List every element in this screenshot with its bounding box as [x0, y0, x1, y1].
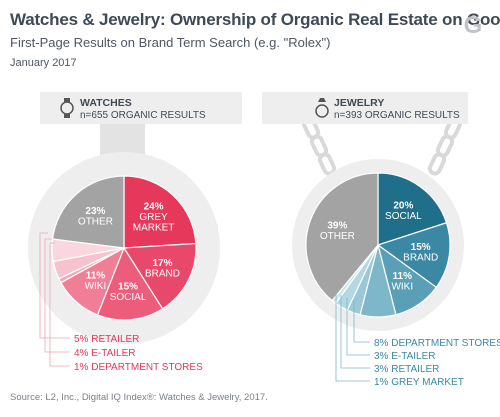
watches-callouts: 5% RETAILER 4% E-TAILER 1% DEPARTMENT ST…	[74, 334, 203, 373]
jewelry-callout-grey-market: 1% GREY MARKET	[374, 377, 464, 388]
chain-right	[427, 116, 463, 176]
jewelry-callout-retailer: 3% RETAILER	[374, 364, 439, 375]
jewelry-callout-lines	[335, 291, 370, 382]
watches-header: WATCHES n=655 ORGANIC RESULTS	[60, 97, 206, 121]
pie-slice-other	[305, 172, 379, 302]
watches-subtitle: n=655 ORGANIC RESULTS	[80, 110, 206, 121]
jewelry-header-band	[262, 92, 468, 124]
page-date: January 2017	[10, 57, 77, 69]
jewelry-callout-etailer: 3% E-TAILER	[374, 351, 436, 362]
slice-label-brand: 17% BRAND	[145, 258, 180, 280]
slice-label-wiki: 11% WIKI	[391, 271, 413, 293]
slice-label-brand: 15% BRAND	[403, 242, 438, 264]
pie-slice-brand	[376, 221, 451, 289]
ring-icon	[315, 98, 329, 118]
pie-slice-other	[51, 175, 125, 249]
slice-label-other: 39% OTHER	[320, 221, 355, 243]
jewelry-header: JEWELRY n=393 ORGANIC RESULTS	[315, 97, 460, 121]
page-title: Watches & Jewelry: Ownership of Organic …	[10, 10, 500, 29]
watches-callout-retailer: 5% RETAILER	[74, 334, 139, 345]
pie-slice-social	[96, 246, 164, 321]
slice-label-social: 20% SOCIAL	[385, 200, 422, 222]
jewelry-subtitle: n=393 ORGANIC RESULTS	[334, 110, 460, 121]
watch-icon	[60, 98, 74, 118]
slice-label-grey-market: 24% GREY MARKET	[133, 202, 175, 234]
pie-slice-grey-market	[123, 175, 197, 249]
page-subtitle: First-Page Results on Brand Term Search …	[10, 35, 331, 50]
jewelry-callouts: 8% DEPARTMENT STORES 3% E-TAILER 3% RETA…	[374, 338, 500, 388]
watches-title: WATCHES	[80, 97, 132, 109]
chain-left	[301, 116, 337, 176]
jewelry-pie: 20% SOCIAL 15% BRAND 11% WIKI 39% OTHER	[305, 172, 451, 318]
watches-callout-department-stores: 1% DEPARTMENT STORES	[74, 362, 203, 373]
pie-slice-social	[377, 172, 448, 246]
watches-callout-lines	[39, 232, 70, 367]
watch-crown-stem	[100, 120, 145, 158]
slice-label-other: 23% OTHER	[78, 206, 113, 228]
google-logo-icon: G	[464, 12, 483, 39]
logo-letter: G	[464, 12, 483, 39]
slice-label-social: 15% SOCIAL	[110, 281, 147, 303]
jewelry-callout-department-stores: 8% DEPARTMENT STORES	[374, 338, 500, 349]
source-note: Source: L2, Inc., Digital IQ Index®: Wat…	[10, 392, 268, 403]
watches-callout-etailer: 4% E-TAILER	[74, 348, 136, 359]
slice-label-wiki: 11% WIKI	[85, 271, 107, 293]
jewelry-title: JEWELRY	[334, 97, 384, 109]
pie-slice-brand	[122, 242, 197, 310]
